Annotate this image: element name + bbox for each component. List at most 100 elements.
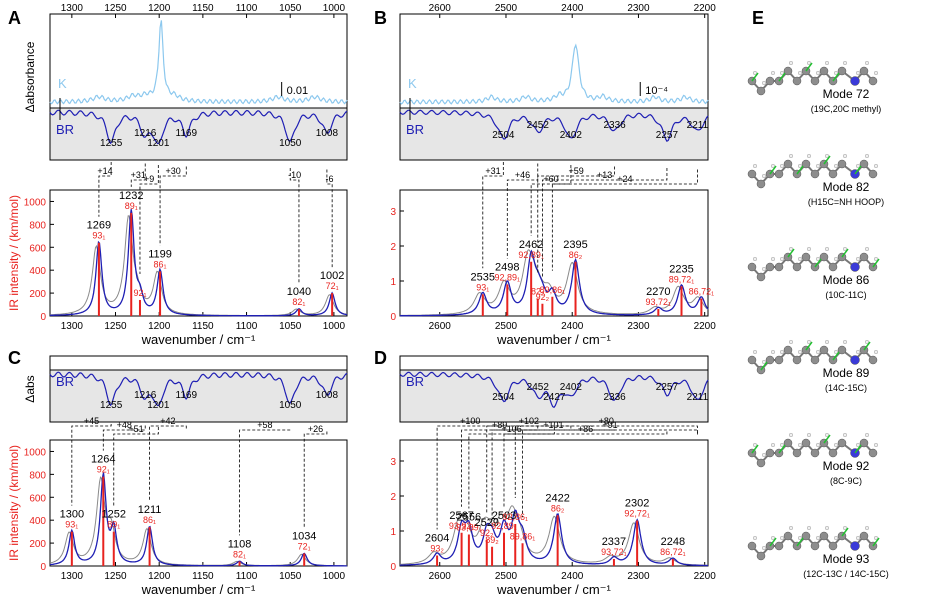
hydrogen-atom (779, 163, 785, 169)
top-tick-label: 2300 (627, 3, 650, 14)
hydrogen-atom (806, 432, 812, 438)
hydrogen-atom (752, 70, 758, 76)
br-peak-label: 2504 (492, 130, 515, 141)
hydrogen-atom (873, 535, 879, 541)
x-axis-label: wavenumber / cm⁻¹ (496, 332, 611, 347)
shift-connector (303, 431, 328, 528)
carbon-atom (783, 438, 793, 448)
mode-label-2462: 92,89₁ (518, 250, 544, 260)
hydrogen-atom (873, 70, 879, 76)
mode-1: Mode 72 (19C,20C methyl) (747, 60, 881, 114)
bottom-frame (399, 189, 709, 317)
carbon-atom (868, 355, 878, 365)
displacement-arrow (854, 165, 862, 175)
shift-label: +26 (308, 424, 323, 434)
top-ylabel: Δabs (23, 375, 37, 402)
displacement-arrow (778, 72, 786, 82)
hydrogen-atom (797, 163, 803, 169)
carbon-atom (765, 448, 775, 458)
hydrogen-atom (833, 70, 839, 76)
carbon-atom (765, 262, 775, 272)
mode-label-1222: 92₁ (133, 288, 146, 298)
x-tick-label: 2400 (561, 571, 584, 582)
hydrogen-atom (833, 349, 839, 355)
carbon-atom (859, 252, 869, 262)
mode-label-1264: 92₁ (97, 465, 110, 475)
shift-connector (239, 429, 291, 536)
peak-label-1108: 1108 (228, 538, 252, 550)
mode-label-2430: 89,86₁ (540, 285, 566, 295)
shift-connector (71, 424, 112, 506)
br-label: BR (56, 374, 74, 389)
hydrogen-atom (864, 339, 870, 345)
mode-label-1034: 72₁ (298, 541, 311, 551)
peak-label-2498: 2498 (495, 262, 519, 274)
nitrogen-atom (850, 355, 860, 365)
carbon-atom (837, 438, 847, 448)
carbon-atom (859, 159, 869, 169)
shift-connector (522, 429, 698, 518)
br-peak-label: 2336 (603, 120, 626, 131)
shift-connector (159, 166, 187, 246)
hydrogen-atom (864, 525, 870, 531)
shift-label: +31 (131, 170, 146, 180)
displacement-arrow (872, 537, 880, 547)
hydrogen-atom (770, 535, 776, 541)
y-tick-label: 1000 (24, 447, 47, 458)
peak-label-1269: 1269 (87, 220, 111, 232)
carbon-atom (810, 76, 820, 86)
hydrogen-atom (797, 535, 803, 541)
y-tick-label: 400 (29, 266, 46, 277)
carbon-atom (756, 272, 766, 282)
carbon-atom (837, 345, 847, 355)
x-tick-label: 1050 (279, 571, 302, 582)
carbon-atom (819, 531, 829, 541)
x-axis-label: wavenumber / cm⁻¹ (496, 582, 611, 597)
br-peak-label: 1050 (279, 400, 302, 411)
top-frame (49, 355, 348, 423)
y-tick-label: 1000 (24, 197, 47, 208)
panel-b: B 2600 2500 2400 2300 2200 K BR 10⁻⁴ 2504 2452 2402… (374, 3, 716, 347)
carbon-atom (747, 262, 757, 272)
br-shade (400, 370, 708, 422)
hydrogen-atom (833, 163, 839, 169)
br-peak-label: 2427 (543, 392, 566, 403)
carbon-atom (801, 438, 811, 448)
scale-label: 10⁻⁴ (645, 85, 668, 97)
br-peak-label: 1169 (176, 128, 198, 139)
carbon-atom (783, 531, 793, 541)
hydrogen-atom (815, 535, 821, 541)
hydrogen-atom (824, 432, 830, 438)
mode-label-2302: 92,72₁ (624, 509, 650, 519)
mode-label-1040: 82₁ (292, 297, 305, 307)
x-tick-label: 1100 (236, 571, 258, 582)
carbon-atom (774, 169, 784, 179)
displacement-arrow (778, 444, 786, 454)
mode-label-2529: 92₂ (480, 528, 494, 538)
hydrogen-atom (815, 256, 821, 262)
shift-label: -6 (326, 174, 334, 184)
hydrogen-atom (788, 432, 794, 438)
br-peak-label: 2336 (603, 392, 626, 403)
displacement-arrow (805, 341, 813, 351)
y-tick-label: 0 (40, 312, 46, 323)
peak-label-1034: 1034 (292, 530, 316, 542)
top-frame (399, 13, 709, 161)
x-tick-label: 1300 (61, 571, 84, 582)
carbon-atom (756, 458, 766, 468)
shift-label: +101 (543, 420, 563, 430)
hydrogen-atom (842, 525, 848, 531)
carbon-atom (810, 541, 820, 551)
hydrogen-atom (752, 256, 758, 262)
hydrogen-atom (833, 256, 839, 262)
x-tick-label: 2200 (694, 321, 717, 332)
shift-label: +102 (519, 416, 539, 426)
y-tick-label: 3 (390, 207, 396, 218)
top-frame (399, 355, 709, 423)
br-peak-label: 2504 (492, 392, 515, 403)
mode-label-2395: 86₂ (569, 250, 583, 260)
displacement-arrow (787, 248, 795, 258)
shift-connector (537, 166, 616, 273)
k-label: K (58, 76, 67, 91)
